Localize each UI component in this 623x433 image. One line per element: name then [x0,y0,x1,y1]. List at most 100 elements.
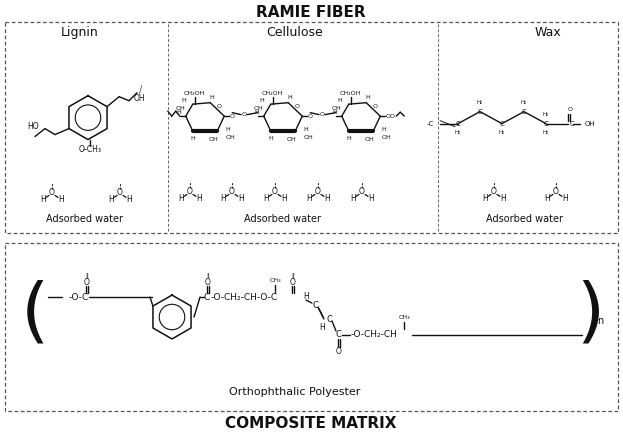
Text: C: C [335,330,341,339]
Text: H: H [544,194,550,203]
Text: H: H [126,195,132,204]
Text: O: O [290,278,296,287]
Text: RAMIE FIBER: RAMIE FIBER [256,6,366,20]
Text: O: O [272,187,278,196]
Text: H: H [482,194,488,203]
Text: O: O [308,113,313,119]
Text: H: H [332,110,337,115]
Text: H: H [196,194,202,203]
Text: H₂: H₂ [543,112,549,117]
Text: H: H [226,126,230,132]
Text: H₂: H₂ [455,130,461,135]
Text: C: C [455,121,460,126]
Text: H: H [346,136,351,141]
Text: C: C [312,301,318,310]
Text: H: H [108,195,114,204]
Text: H: H [303,291,309,301]
Text: C: C [478,109,482,115]
Text: C: C [204,293,210,301]
Text: H: H [178,194,184,203]
Text: O: O [49,188,55,197]
Text: CH₂OH: CH₂OH [262,90,283,96]
Text: O: O [373,104,378,109]
Text: H: H [259,98,264,103]
Text: H: H [181,98,186,103]
Text: H₂: H₂ [477,100,483,105]
Text: O: O [229,187,235,196]
Text: O: O [217,104,222,109]
Text: OH: OH [226,135,235,139]
Text: C: C [544,121,548,126]
Text: OH: OH [303,135,313,139]
Text: O: O [315,187,321,196]
Text: C: C [570,121,575,126]
Text: C: C [521,109,526,115]
Text: O: O [84,278,90,287]
Text: /: / [140,85,143,95]
Text: C: C [326,314,332,323]
Text: OH: OH [381,135,391,139]
Text: -O-CH₂-CH-O-C: -O-CH₂-CH-O-C [211,293,278,301]
Text: Adsorbed water: Adsorbed water [47,214,123,224]
Text: H: H [562,194,568,203]
Text: ): ) [576,280,604,349]
Text: H: H [220,194,226,203]
Text: O: O [568,107,573,112]
Text: H₂: H₂ [521,100,527,105]
Text: O: O [390,113,395,119]
Text: -O-CH₂-CH: -O-CH₂-CH [351,330,398,339]
Text: OH: OH [254,106,264,111]
Text: H₂: H₂ [499,130,505,135]
Text: -C: -C [427,121,434,126]
Text: H: H [210,95,215,100]
Text: O: O [242,112,247,117]
Text: OH: OH [134,94,146,103]
Text: H: H [303,126,308,132]
Text: COMPOSITE MATRIX: COMPOSITE MATRIX [226,416,397,431]
Text: Orthophthalic Polyester: Orthophthalic Polyester [229,387,361,397]
Text: OH: OH [332,106,342,111]
Text: H: H [238,194,244,203]
Text: C: C [500,121,505,126]
Text: O: O [336,347,342,356]
Text: H: H [40,195,46,204]
Text: H: H [368,194,374,203]
Text: Lignin: Lignin [61,26,99,39]
Text: H: H [58,195,64,204]
Text: H: H [324,194,330,203]
Text: H: H [176,110,181,115]
Text: HO: HO [27,122,39,131]
Text: O: O [386,113,391,119]
Text: H: H [288,95,293,100]
Text: O: O [187,187,193,196]
Text: Wax: Wax [535,26,561,39]
Bar [5,243,618,411]
Text: H: H [350,194,356,203]
Text: O: O [359,187,365,196]
Text: OH: OH [287,136,296,142]
Text: H: H [191,136,195,141]
Text: OH: OH [208,136,218,142]
Text: O: O [320,112,325,117]
Text: H: H [269,136,273,141]
Text: CH₂OH: CH₂OH [340,90,361,96]
Text: O: O [230,113,235,119]
Text: -: - [83,145,85,154]
Bar [5,22,618,233]
Text: O: O [117,188,123,197]
Text: H: H [281,194,287,203]
Text: H₂: H₂ [543,130,549,135]
Text: Cellulose: Cellulose [267,26,323,39]
Text: H: H [500,194,506,203]
Text: (: ( [21,280,49,349]
Text: O: O [491,187,497,196]
Text: O: O [553,187,559,196]
Text: O: O [295,104,300,109]
Text: ‖: ‖ [85,272,88,278]
Text: H: H [263,194,269,203]
Text: -O-C: -O-C [69,293,89,301]
Text: H: H [319,323,325,333]
Text: Adsorbed water: Adsorbed water [485,214,563,224]
Text: H: H [306,194,312,203]
Text: O: O [205,278,211,287]
